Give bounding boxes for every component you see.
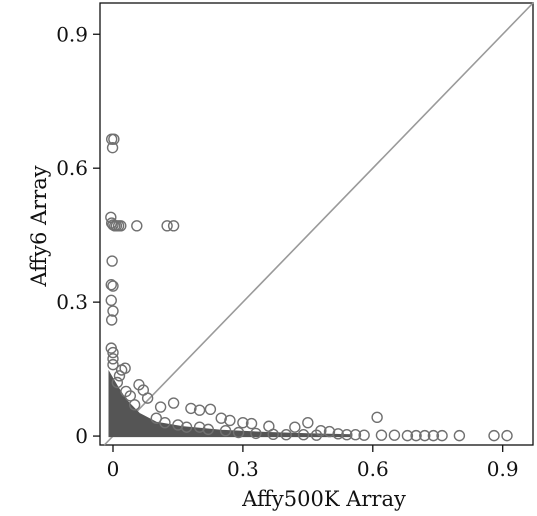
data-point (131, 220, 143, 232)
data-point (107, 346, 119, 359)
data-point (237, 416, 249, 429)
data-point (349, 429, 362, 441)
data-point (106, 141, 119, 154)
data-point (323, 425, 336, 438)
data-point (202, 423, 214, 436)
data-point (289, 421, 301, 433)
data-point (419, 429, 431, 442)
data-point (119, 362, 131, 374)
data-point (167, 220, 180, 232)
data-point (410, 429, 422, 442)
x-tick-label: 0.9 (487, 457, 519, 481)
data-point (167, 397, 180, 409)
data-point (215, 412, 227, 424)
y-axis-title: Affy6 Array (27, 165, 51, 287)
data-point (224, 414, 236, 427)
data-point (107, 280, 119, 292)
data-point (105, 279, 117, 291)
data-point (128, 399, 141, 411)
data-point (371, 411, 383, 424)
data-point (427, 429, 440, 442)
data-point (111, 376, 124, 389)
data-point (107, 305, 119, 317)
plot-frame (99, 2, 534, 446)
data-point (232, 426, 245, 439)
data-point (453, 429, 466, 442)
data-point (302, 416, 314, 429)
data-point (388, 429, 401, 441)
data-point (185, 402, 197, 415)
data-point (150, 412, 162, 424)
dense-points-region (108, 369, 353, 438)
data-point (267, 428, 279, 440)
data-point (113, 370, 126, 382)
data-point (250, 427, 262, 440)
data-point (341, 429, 353, 441)
y-tick-label: 0.3 (56, 290, 88, 314)
data-point (219, 425, 232, 437)
y-tick-label: 0 (75, 424, 88, 448)
plot-area: 0 0.3 0.6 0.9 0 0.3 0.6 0.9 (56, 2, 534, 481)
data-point (115, 220, 127, 232)
data-point (375, 429, 388, 441)
x-tick-label: 0 (107, 457, 120, 481)
data-point (280, 429, 292, 441)
data-point (107, 358, 119, 371)
data-point (180, 421, 193, 433)
data-point (358, 429, 370, 441)
data-point (193, 421, 206, 433)
data-point (161, 220, 173, 232)
data-point (436, 429, 448, 442)
data-point (204, 403, 217, 415)
x-tick-label: 0.6 (357, 457, 389, 481)
data-point (107, 353, 119, 365)
x-axis-title: Affy500K Array (241, 487, 406, 511)
data-point (105, 294, 117, 307)
data-point (501, 429, 513, 442)
data-point (120, 385, 132, 398)
y-tick-label: 0.6 (56, 156, 88, 180)
data-point (172, 419, 184, 431)
data-point (141, 392, 154, 404)
data-point (105, 314, 118, 326)
data-point (108, 133, 120, 145)
x-tick-label: 0.3 (227, 457, 259, 481)
identity-line (103, 2, 534, 446)
data-point (159, 416, 171, 429)
data-point (154, 401, 167, 413)
data-point (488, 429, 500, 442)
data-point (106, 255, 118, 267)
data-point (332, 428, 344, 440)
data-point (401, 429, 414, 442)
data-point (245, 417, 258, 430)
data-point (193, 404, 206, 416)
data-point (310, 429, 323, 441)
y-tick-label: 0.9 (56, 22, 88, 46)
data-point (297, 429, 310, 441)
